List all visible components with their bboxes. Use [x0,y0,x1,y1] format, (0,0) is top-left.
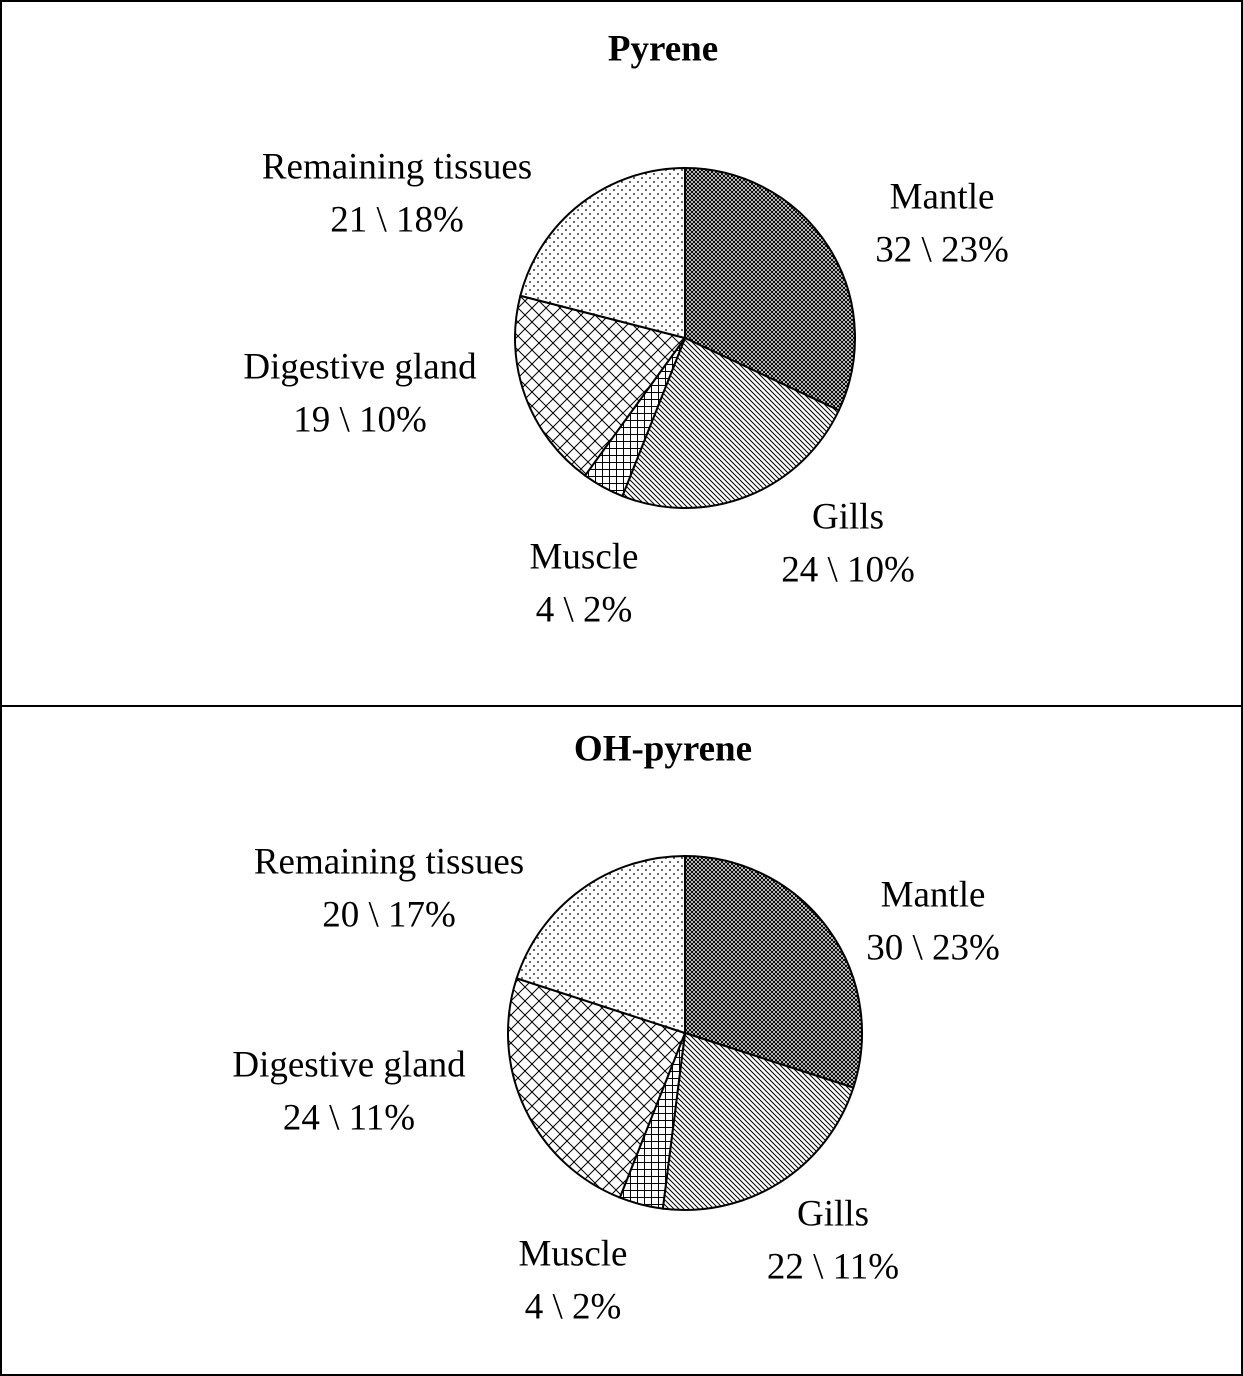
chart-title: Pyrene [608,28,718,69]
data-label: 32 \ 23% [875,229,1009,270]
pie-slice [621,336,841,509]
slice-label: Digestive gland [232,1044,466,1085]
data-label: 4 \ 2% [525,1286,622,1327]
data-label: 19 \ 10% [293,399,427,440]
data-label: 24 \ 11% [283,1097,415,1138]
data-label: 21 \ 18% [330,199,464,240]
pie-slice [514,294,687,477]
data-label: 4 \ 2% [536,589,633,630]
data-label: 20 \ 17% [322,894,456,935]
pie-slice [684,166,856,412]
slice-label: Mantle [881,874,986,915]
slice-label: Remaining tissues [254,841,524,882]
slice-label: Gills [812,496,884,537]
data-label: 22 \ 11% [767,1246,899,1287]
slice-label: Gills [797,1193,869,1234]
pie-slice [515,854,686,1035]
pie-slice [661,1031,855,1211]
slice-label: Remaining tissues [262,146,532,187]
data-label: 30 \ 23% [866,927,1000,968]
slice-label: Muscle [519,1233,628,1274]
pie-slice [519,166,686,340]
slice-label: Muscle [530,536,639,577]
panel-border [0,705,1243,1376]
slice-label: Digestive gland [243,346,477,387]
pie-slice [684,854,863,1089]
slice-label: Mantle [890,176,995,217]
data-label: 24 \ 10% [781,549,915,590]
pie-slice [507,977,687,1199]
chart-title: OH-pyrene [574,728,752,769]
